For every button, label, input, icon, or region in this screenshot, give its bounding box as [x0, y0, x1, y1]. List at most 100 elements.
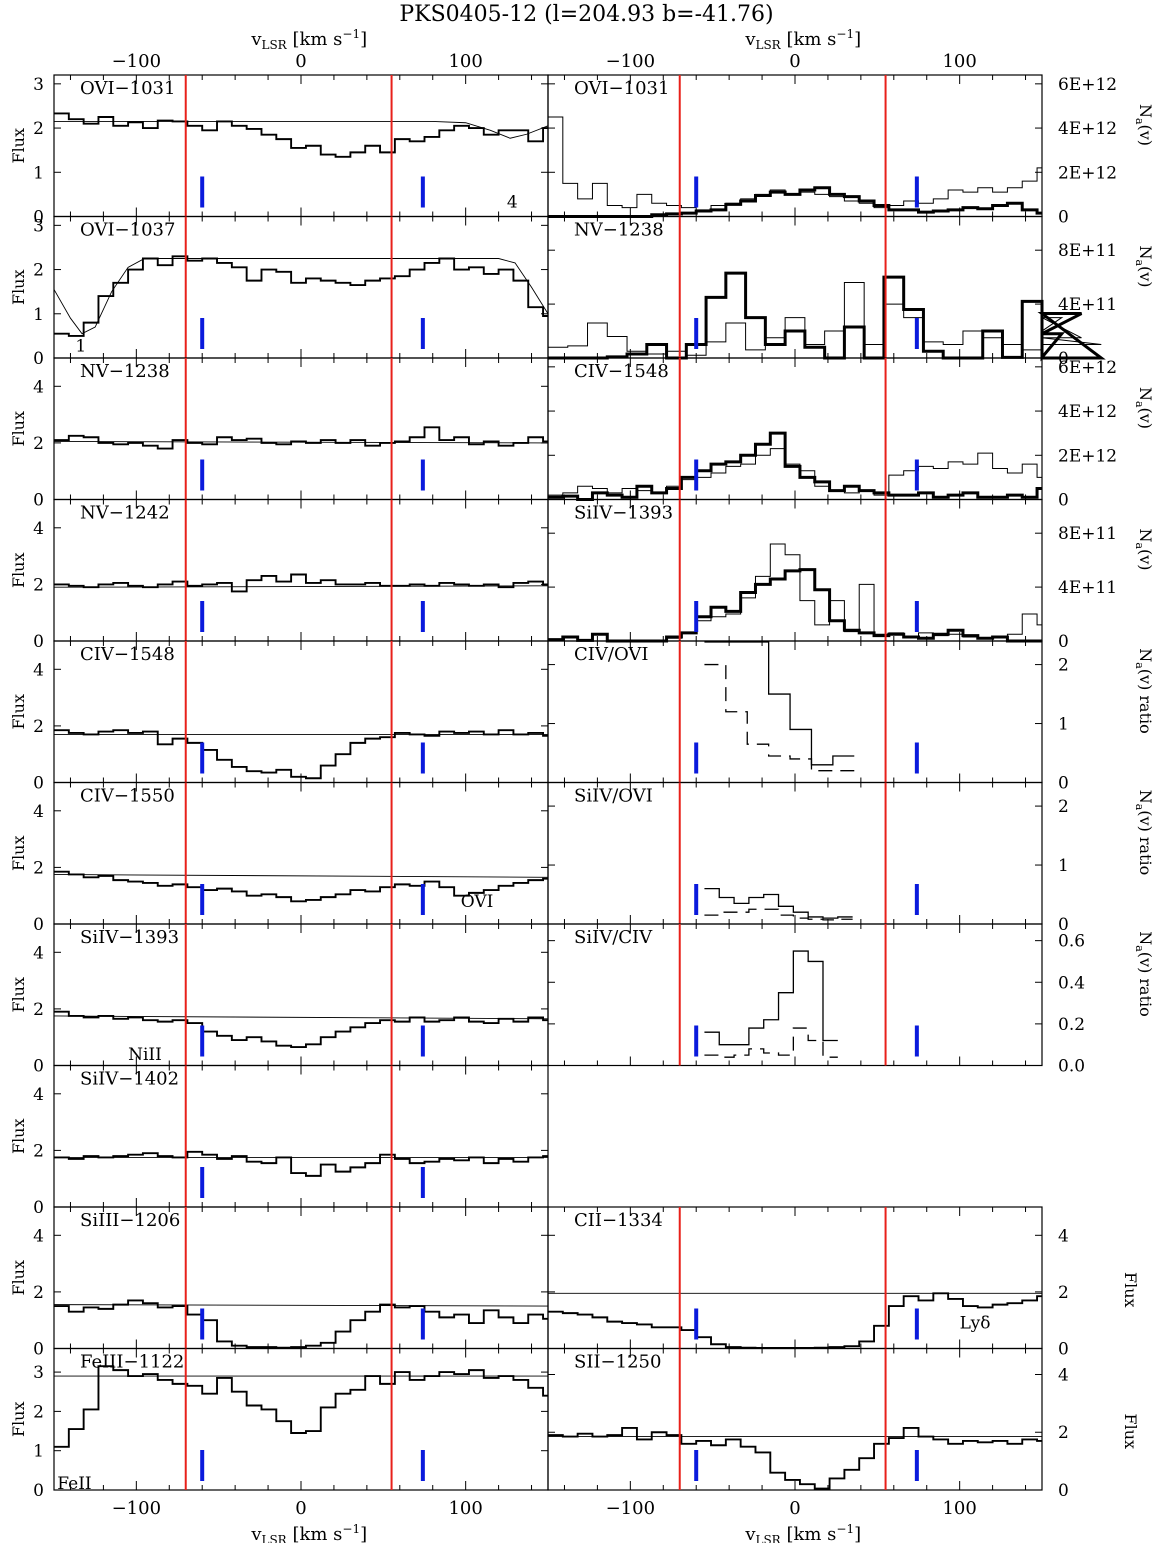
x-tick-label-top: 0: [789, 51, 800, 72]
panel-label: NV−1238: [80, 361, 170, 382]
panel-label: OVI−1031: [574, 78, 669, 99]
y-tick-label: 0: [33, 1057, 44, 1077]
flux-histogram: [54, 1010, 548, 1049]
y-axis-title: Flux: [9, 411, 28, 447]
panel-siiv1393-flux: 0 2 4 Flux SiIV−1393 NiII: [9, 923, 549, 1077]
flux-histogram: [54, 870, 548, 903]
x-tick-label-top: −100: [112, 51, 161, 72]
panel-nv1238-flux: 0 2 4 Flux NV−1238: [9, 357, 549, 511]
y-tick-label: 0: [1058, 491, 1069, 511]
x-tick-label-bottom: −100: [112, 1498, 161, 1519]
y-tick-label: 2: [33, 1141, 44, 1161]
panel-label: CIV−1548: [574, 361, 669, 382]
y-tick-label: 1: [33, 1442, 44, 1462]
flux-histogram: [548, 1426, 1042, 1490]
ratio-histogram-solid: [704, 950, 838, 1046]
annotation: 1: [75, 336, 86, 356]
y-tick-label: 2: [33, 434, 44, 454]
y-tick-label: 2: [33, 119, 44, 139]
y-axis-title: Flux: [1121, 1272, 1140, 1308]
panel-civ-ovi-ratio: 0 1 2 Na(v) ratio CIV/OVI: [547, 640, 1155, 794]
panel-nv1242-flux: 0 2 4 Flux NV−1242: [9, 498, 549, 652]
y-tick-label: 0: [1058, 632, 1069, 652]
continuum-line: [53, 1304, 549, 1307]
panel-siiv-civ-ratio: 0.0 0.2 0.4 0.6 Na(v) ratio SiIV/CIV: [547, 923, 1155, 1077]
y-axis-title: Na(v) ratio: [1133, 790, 1155, 876]
na-histogram-thin: [548, 116, 1042, 211]
panel-label: OVI−1037: [80, 220, 175, 241]
y-axis-title: Na(v): [1133, 245, 1155, 287]
panel-ovi1037-flux: 0 1 2 3 Flux OVI−1037 1: [9, 215, 549, 369]
y-tick-label: 2: [33, 1283, 44, 1303]
na-histogram-thin: [548, 448, 1042, 496]
flux-histogram: [54, 255, 548, 337]
y-tick-label: 0.6: [1058, 932, 1085, 952]
y-tick-label: 4: [33, 1226, 44, 1246]
panel-label: CIV/OVI: [574, 644, 649, 665]
y-tick-label: 0: [33, 1340, 44, 1360]
continuum-line: [53, 585, 549, 588]
ratio-histogram-solid: [704, 641, 855, 766]
x-tick-label-bottom: 100: [942, 1498, 976, 1519]
x-tick-label-bottom: −100: [606, 1498, 655, 1519]
y-tick-label: 2E+12: [1058, 446, 1117, 466]
y-tick-label: 4E+12: [1058, 402, 1117, 422]
y-tick-label: 2: [33, 1402, 44, 1422]
y-tick-label: 3: [33, 1363, 44, 1383]
annotation: 4: [507, 193, 518, 213]
flux-histogram: [54, 729, 548, 780]
panel-civ1548-na: 0 2E+12 4E+12 6E+12 Na(v) CIV−1548: [547, 357, 1155, 511]
panel-label: NV−1238: [574, 220, 664, 241]
y-tick-label: 0: [1058, 208, 1069, 228]
na-histogram-thin: [548, 282, 1102, 356]
y-axis-title: Flux: [9, 128, 28, 164]
y-tick-label: 4: [33, 519, 44, 539]
y-tick-label: 3: [33, 75, 44, 95]
y-tick-label: 0: [33, 1198, 44, 1218]
y-tick-label: 4E+11: [1058, 578, 1117, 598]
annotation: NiII: [128, 1045, 162, 1065]
x-tick-label-bottom: 0: [789, 1498, 800, 1519]
y-axis-title: Flux: [9, 977, 28, 1013]
flux-histogram: [54, 1299, 548, 1349]
na-histogram-thin: [548, 543, 1042, 642]
y-axis-title: Na(v) ratio: [1133, 648, 1155, 734]
y-tick-label: 4: [1058, 1226, 1069, 1246]
y-tick-label: 0: [1058, 915, 1069, 935]
y-tick-label: 0.0: [1058, 1057, 1085, 1077]
panel-label: SiIV/CIV: [574, 927, 653, 948]
flux-histogram: [54, 573, 548, 593]
y-tick-label: 6E+12: [1058, 75, 1117, 95]
continuum-line: [53, 258, 549, 335]
y-tick-label: 0: [33, 349, 44, 369]
y-tick-label: 0.4: [1058, 973, 1085, 993]
x-tick-label-bottom: 100: [448, 1498, 482, 1519]
panel-label: SiIV−1393: [80, 927, 179, 948]
panel-siiii1206-flux: 0 2 4 Flux SiIII−1206: [9, 1206, 549, 1360]
panel-siiv1402-flux: 0 2 4 Flux SiIV−1402: [9, 1064, 549, 1218]
panel-ovi1031-flux: 0 1 2 3 Flux OVI−1031 4: [9, 74, 549, 228]
y-tick-label: 1: [1058, 715, 1069, 735]
y-axis-title: Na(v): [1133, 104, 1155, 146]
y-tick-label: 0: [33, 491, 44, 511]
panel-siiv-ovi-ratio: 0 1 2 Na(v) ratio SiIV/OVI: [547, 781, 1155, 935]
y-tick-label: 0: [33, 774, 44, 794]
x-axis-title-top: vLSR [km s−1]: [744, 27, 861, 52]
y-tick-label: 0: [33, 915, 44, 935]
y-axis-title: Flux: [9, 835, 28, 871]
panel-label: SII−1250: [574, 1352, 661, 1373]
panel-label: SiIV−1393: [574, 503, 673, 524]
y-tick-label: 4: [33, 943, 44, 963]
panel-cii1334-flux: 0 2 4 Flux CII−1334 Lyδ: [547, 1206, 1140, 1360]
continuum-line: [54, 120, 549, 139]
na-histogram-thick: [548, 568, 1042, 643]
panel-label: CIV−1550: [80, 786, 175, 807]
y-tick-label: 2: [33, 858, 44, 878]
panel-label: SiIII−1206: [80, 1210, 180, 1231]
x-tick-label-top: 100: [448, 51, 482, 72]
panel-label: CII−1334: [574, 1210, 663, 1231]
panel-label: NV−1242: [80, 503, 170, 524]
panel-siiv1393-na: 0 4E+11 8E+11 Na(v) SiIV−1393: [547, 498, 1155, 652]
